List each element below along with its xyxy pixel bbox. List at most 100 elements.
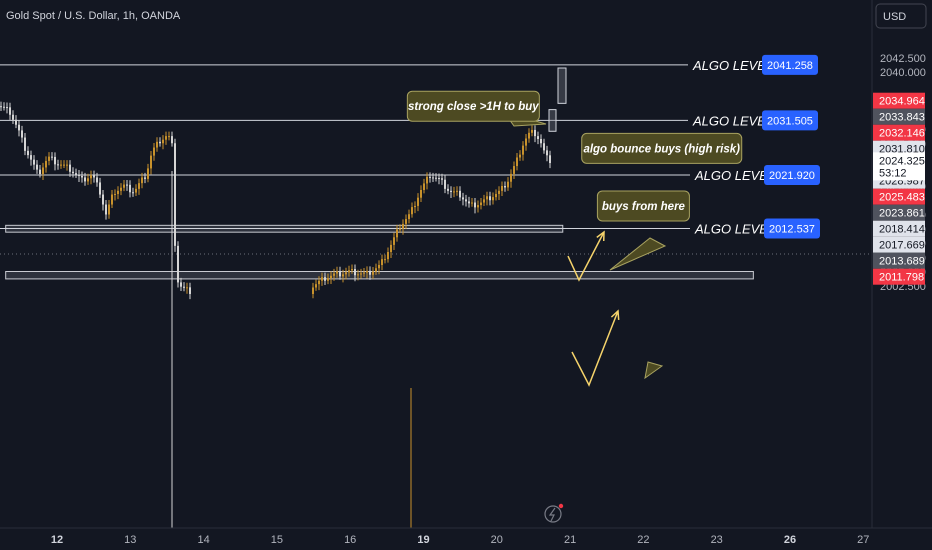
candle-body <box>396 229 398 238</box>
callout-box[interactable] <box>406 90 540 122</box>
algo-level-label: ALGO LEVEL <box>694 168 775 183</box>
candle-body <box>87 178 89 182</box>
callout-tail <box>644 361 664 380</box>
candle-body <box>123 184 125 188</box>
alert-icon[interactable] <box>544 503 564 523</box>
arrow-head <box>596 230 605 242</box>
price-badge-value: 2017.669 <box>879 240 925 252</box>
candle-body <box>102 194 104 205</box>
candle-body <box>48 156 50 161</box>
price-badge-value: 2032.146 <box>879 128 925 140</box>
price-badge-value: 2023.861 <box>879 208 925 220</box>
price-badge <box>873 108 925 125</box>
candle-body <box>375 268 377 272</box>
candle-body <box>321 277 323 281</box>
time-tick-label: 13 <box>124 534 136 546</box>
candle-body <box>492 197 494 201</box>
candle-body <box>177 245 179 283</box>
candle-body <box>6 107 8 109</box>
candle-body <box>390 244 392 253</box>
callout-text: strong close >1H to buy <box>408 101 539 113</box>
countdown-value: 53:12 <box>879 167 907 179</box>
candle-body <box>24 137 26 151</box>
candle-body <box>540 138 542 144</box>
candle-body <box>345 272 347 275</box>
candle-body <box>150 155 152 169</box>
candle-body <box>327 278 329 281</box>
time-tick-label: 15 <box>271 534 283 546</box>
projection-box[interactable] <box>557 67 567 104</box>
candle-body <box>498 190 500 194</box>
price-badge <box>873 252 925 269</box>
candle-body <box>315 284 317 288</box>
candle-body <box>351 269 353 271</box>
candle-body <box>408 214 410 220</box>
callout-tail <box>609 237 667 271</box>
algo-level-label: ALGO LEVEL <box>692 58 773 73</box>
candle-body <box>75 173 77 175</box>
algo-level-value: 2041.258 <box>767 60 813 72</box>
price-badge-value: 2034.964 <box>879 96 925 108</box>
candle-body <box>96 177 98 183</box>
candle-body <box>30 155 32 160</box>
candle-body <box>378 264 380 269</box>
candle-body <box>60 164 62 166</box>
candle-body <box>3 106 5 108</box>
candle-body <box>72 171 74 174</box>
candle-body <box>474 202 476 208</box>
time-axis[interactable] <box>0 528 932 550</box>
candle-body <box>513 166 515 174</box>
candle-body <box>78 174 80 177</box>
candle-body <box>135 188 137 193</box>
projection-box[interactable] <box>548 109 557 132</box>
candle-body <box>15 119 17 125</box>
candle-body <box>117 190 119 194</box>
candle-body <box>507 181 509 188</box>
candle-body <box>528 132 530 139</box>
candle-body <box>333 273 335 276</box>
time-tick-label: 27 <box>857 534 869 546</box>
candle-body <box>153 147 155 156</box>
candle-body <box>342 274 344 277</box>
arrows-layer <box>567 230 620 387</box>
candle-body <box>114 193 116 195</box>
candle-body <box>9 107 11 115</box>
candle-body <box>42 167 44 175</box>
candle-body <box>93 175 95 178</box>
candle-body <box>33 159 35 165</box>
algo-level-value: 2021.920 <box>769 170 815 182</box>
time-axis-ticks: 12 13 14 15 16 19 20 21 22 23 26 27 <box>51 534 870 546</box>
candle-body <box>66 164 68 166</box>
candle-body <box>324 277 326 281</box>
currency-button[interactable] <box>875 3 927 29</box>
projection-arrow[interactable] <box>567 231 605 282</box>
candle-body <box>462 197 464 200</box>
candle-body <box>387 252 389 260</box>
time-tick-label: 16 <box>344 534 356 546</box>
candle-body <box>51 156 53 158</box>
zone-rect-1[interactable] <box>5 271 754 280</box>
candle-body <box>141 177 143 184</box>
candle-body <box>57 164 59 166</box>
algo-level-badge <box>764 165 820 186</box>
candle-body <box>165 136 167 140</box>
callout-box[interactable] <box>581 132 743 164</box>
candle-body <box>453 191 455 193</box>
candle-body <box>531 129 533 133</box>
candle-body <box>501 186 503 191</box>
time-tick-label: 21 <box>564 534 576 546</box>
candle-body <box>525 138 527 146</box>
candle-body <box>336 271 338 274</box>
projection-arrow[interactable] <box>571 310 619 387</box>
candle-body <box>399 228 401 230</box>
candle-body <box>318 280 320 285</box>
candle-body <box>21 130 23 138</box>
callout-box[interactable] <box>596 190 690 222</box>
candle-body <box>438 178 440 180</box>
candle-body <box>126 184 128 186</box>
candle-body <box>189 287 191 294</box>
candle-body <box>510 173 512 182</box>
candle-body <box>174 143 176 246</box>
candle-body <box>147 168 149 179</box>
